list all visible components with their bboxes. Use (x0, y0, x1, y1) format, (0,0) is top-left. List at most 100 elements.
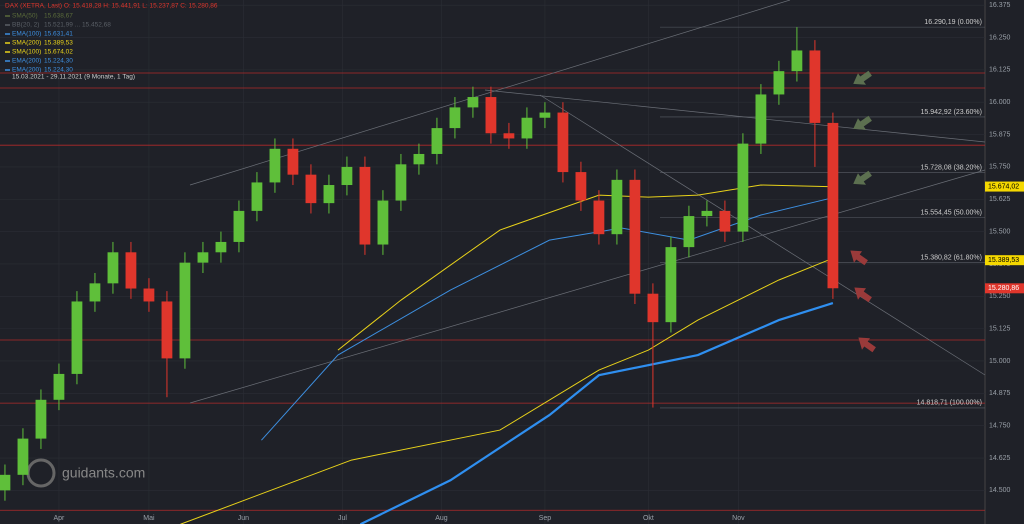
y-tick-label: 15.500 (989, 228, 1011, 235)
candle-body (485, 97, 497, 134)
y-tick-label: 16.250 (989, 34, 1011, 41)
candle-body (539, 112, 551, 118)
legend: SMA(50) 15.638,67 BB(20, 2) 15.521,99 ... 1… (5, 13, 111, 74)
candle-body (287, 148, 299, 175)
candle-body (107, 252, 119, 284)
y-tick-label: 14.625 (989, 455, 1011, 462)
x-tick-label: Aug (435, 515, 448, 522)
candle-body (305, 174, 317, 204)
candle-body (161, 301, 173, 359)
candle-body (53, 373, 65, 400)
legend-name: BB(20, 2) (12, 22, 39, 29)
y-tick-label: 14.500 (989, 487, 1011, 494)
arrows (850, 70, 876, 353)
ma-line (359, 301, 834, 524)
x-tick-label: Okt (643, 515, 654, 522)
candle-body (809, 50, 821, 123)
y-tick-label: 15.125 (989, 325, 1011, 332)
candle-body (125, 252, 137, 289)
fib-label: 15.728,08 (38.20%) (921, 164, 983, 171)
candle-body (701, 210, 713, 217)
y-tick-label: 15.000 (989, 358, 1011, 365)
y-tick-label: 14.875 (989, 390, 1011, 397)
fib-label: 14.818,71 (100.00%) (917, 400, 982, 407)
logo (26, 458, 56, 488)
candle-body (629, 179, 641, 294)
candle-body (773, 71, 785, 95)
x-tick-label: Jul (338, 515, 347, 522)
candle-body (827, 122, 839, 289)
y-tick-label: 14.750 (989, 423, 1011, 430)
candle-body (593, 200, 605, 235)
candle-body (413, 153, 425, 165)
y-tick-label: 16.125 (989, 67, 1011, 74)
ma-line (261, 197, 834, 441)
price-badge (985, 255, 1024, 266)
x-tick-label: Jun (238, 515, 249, 522)
legend-value: 15.631,41 (44, 31, 73, 38)
x-tick-label: Sep (539, 515, 552, 522)
legend-name: EMA(200) (12, 58, 41, 65)
candle-body (791, 50, 803, 72)
candle-body (503, 133, 515, 139)
y-tick-label: 15.250 (989, 293, 1011, 300)
candle-body (719, 210, 731, 232)
legend-value: 15.224,30 (44, 58, 73, 65)
fib-label: 15.380,82 (61.80%) (921, 254, 983, 261)
candle-body (467, 97, 479, 108)
ma-line (180, 259, 829, 524)
y-tick-label: 16.375 (989, 2, 1011, 9)
candle-body (35, 399, 47, 439)
candle-body (89, 283, 101, 302)
candle-body (269, 148, 281, 183)
y-tick-label: 15.750 (989, 164, 1011, 171)
price-badge (985, 283, 1024, 294)
legend-value: 15.224,30 (44, 67, 73, 74)
candle-body (71, 301, 83, 374)
candle-body (557, 112, 569, 173)
candle-body (179, 262, 191, 359)
price-badge-label: 15.674,02 (988, 183, 1019, 190)
candle-body (215, 241, 227, 253)
legend-value: 15.389,53 (44, 40, 73, 47)
legend-name: EMA(200) (12, 67, 41, 74)
legend-value: 15.521,99 ... 15.452,68 (44, 22, 111, 29)
candle-body (251, 182, 263, 211)
candle-body (449, 107, 461, 129)
x-tick-label: Apr (53, 515, 65, 522)
candle-body (575, 172, 587, 201)
legend-name: SMA(200) (12, 40, 41, 47)
candle-body (755, 94, 767, 144)
candle-body (323, 185, 335, 204)
candle-body (611, 179, 623, 235)
candle-body (17, 438, 29, 475)
legend-name: SMA(50) (12, 13, 38, 20)
candle-body (521, 117, 533, 139)
candle-body (341, 166, 353, 186)
x-tick-label: Mai (143, 515, 155, 522)
candle-body (233, 210, 245, 242)
legend-value: 15.674,02 (44, 49, 73, 56)
y-tick-label: 15.625 (989, 196, 1011, 203)
ma-line (337, 184, 829, 351)
candle-body (647, 293, 659, 323)
legend-value: 15.638,67 (44, 13, 73, 20)
price-badge-label: 15.389,53 (988, 257, 1019, 264)
header: DAX (XETRA, Last) O: 15.418,28 H: 15.441… (5, 3, 218, 10)
price-badge (985, 181, 1024, 192)
candle-body (359, 166, 371, 245)
candle-body (395, 164, 407, 201)
legend-name: SMA(100) (12, 49, 41, 56)
y-tick-label: 15.875 (989, 131, 1011, 138)
price-badge-label: 15.280,86 (988, 285, 1019, 292)
fib-label: 15.554,45 (50.00%) (921, 209, 983, 216)
range-text: 15.03.2021 - 29.11.2021 (9 Monate, 1 Tag… (12, 74, 135, 81)
candle-body (197, 252, 209, 263)
candle-body (737, 143, 749, 232)
legend-name: EMA(100) (12, 31, 41, 38)
candle-body (143, 288, 155, 302)
fib-label: 15.942,92 (23.60%) (921, 109, 983, 116)
candle-body (431, 128, 443, 154)
candle-body (683, 216, 695, 248)
